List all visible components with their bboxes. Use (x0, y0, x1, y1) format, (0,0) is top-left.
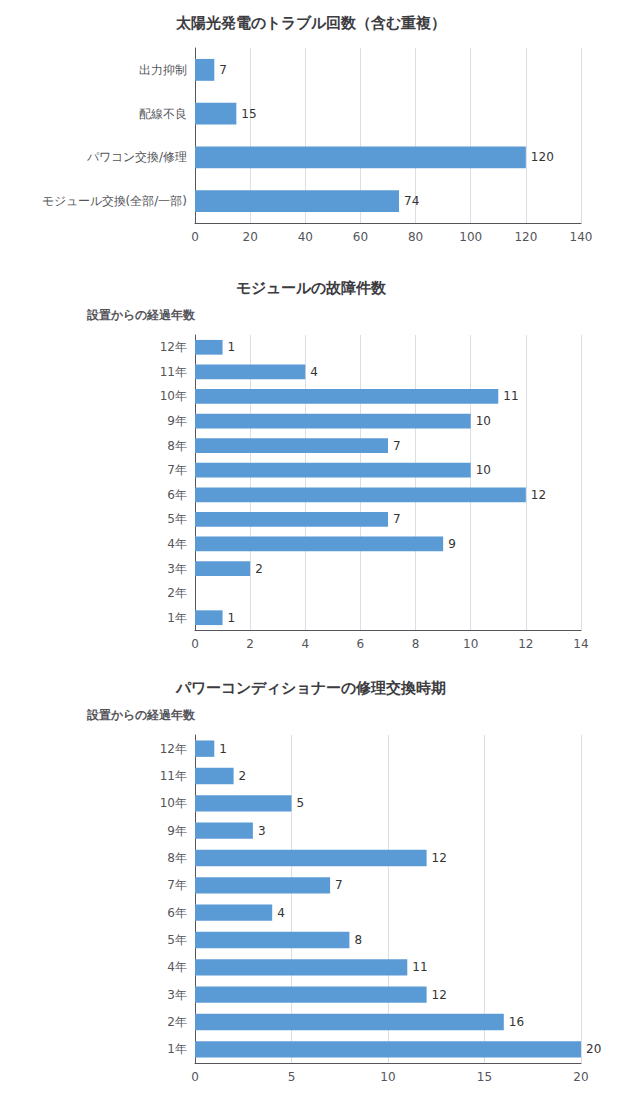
svg-text:0: 0 (191, 1070, 199, 1084)
svg-text:11年: 11年 (160, 365, 187, 379)
svg-text:12年: 12年 (160, 340, 187, 354)
svg-text:11: 11 (412, 960, 427, 974)
svg-text:15: 15 (241, 107, 256, 121)
svg-text:9年: 9年 (167, 414, 187, 428)
svg-text:5: 5 (297, 796, 305, 810)
svg-text:モジュール交換(全部/一部): モジュール交換(全部/一部) (42, 194, 187, 208)
svg-text:12年: 12年 (160, 742, 187, 756)
svg-text:設置からの経過年数: 設置からの経過年数 (86, 308, 196, 322)
svg-text:7: 7 (219, 63, 227, 77)
svg-text:10: 10 (380, 1070, 395, 1084)
svg-text:15: 15 (477, 1070, 492, 1084)
svg-text:120: 120 (514, 230, 537, 244)
svg-text:0: 0 (191, 637, 199, 651)
svg-text:8: 8 (354, 933, 362, 947)
svg-text:6年: 6年 (167, 906, 187, 920)
svg-text:12: 12 (432, 851, 447, 865)
svg-text:5年: 5年 (167, 933, 187, 947)
svg-text:パワーコンディショナーの修理交換時期: パワーコンディショナーの修理交換時期 (175, 679, 446, 697)
svg-text:140: 140 (570, 230, 593, 244)
svg-text:74: 74 (404, 194, 419, 208)
svg-text:7: 7 (393, 512, 401, 526)
svg-text:12: 12 (531, 488, 546, 502)
svg-text:2: 2 (239, 769, 247, 783)
svg-text:60: 60 (353, 230, 368, 244)
svg-text:3年: 3年 (167, 562, 187, 576)
svg-text:1: 1 (228, 611, 236, 625)
svg-text:7: 7 (335, 878, 343, 892)
svg-text:1: 1 (219, 742, 227, 756)
svg-text:10年: 10年 (160, 796, 187, 810)
svg-text:12: 12 (518, 637, 533, 651)
svg-text:8: 8 (412, 637, 420, 651)
svg-text:20: 20 (243, 230, 258, 244)
svg-text:2: 2 (246, 637, 254, 651)
svg-text:7年: 7年 (167, 878, 187, 892)
svg-text:9: 9 (448, 537, 456, 551)
svg-text:6年: 6年 (167, 488, 187, 502)
svg-text:7年: 7年 (167, 463, 187, 477)
svg-text:2年: 2年 (167, 1015, 187, 1029)
svg-text:太陽光発電のトラブル回数（含む重複）: 太陽光発電のトラブル回数（含む重複） (175, 14, 446, 32)
svg-text:出力抑制: 出力抑制 (139, 63, 187, 77)
svg-text:10: 10 (463, 637, 478, 651)
svg-text:3: 3 (258, 824, 266, 838)
svg-text:20: 20 (586, 1042, 601, 1056)
svg-text:10: 10 (476, 414, 491, 428)
svg-text:4年: 4年 (167, 960, 187, 974)
svg-text:0: 0 (191, 230, 199, 244)
svg-text:20: 20 (573, 1070, 588, 1084)
svg-text:16: 16 (509, 1015, 524, 1029)
svg-text:40: 40 (298, 230, 313, 244)
svg-text:1: 1 (228, 340, 236, 354)
svg-text:配線不良: 配線不良 (139, 107, 187, 121)
svg-text:4: 4 (277, 906, 285, 920)
svg-text:80: 80 (408, 230, 423, 244)
svg-text:10: 10 (476, 463, 491, 477)
svg-text:4: 4 (310, 365, 318, 379)
svg-text:8年: 8年 (167, 851, 187, 865)
svg-text:11年: 11年 (160, 769, 187, 783)
svg-text:1年: 1年 (167, 611, 187, 625)
svg-text:14: 14 (573, 637, 588, 651)
svg-text:12: 12 (432, 988, 447, 1002)
svg-text:100: 100 (459, 230, 482, 244)
svg-text:設置からの経過年数: 設置からの経過年数 (86, 708, 196, 722)
svg-text:4年: 4年 (167, 537, 187, 551)
svg-text:3年: 3年 (167, 988, 187, 1002)
svg-text:モジュールの故障件数: モジュールの故障件数 (236, 279, 387, 297)
svg-text:5年: 5年 (167, 512, 187, 526)
svg-text:2年: 2年 (167, 586, 187, 600)
svg-text:1年: 1年 (167, 1042, 187, 1056)
svg-text:10年: 10年 (160, 389, 187, 403)
svg-text:7: 7 (393, 439, 401, 453)
svg-text:2: 2 (255, 562, 263, 576)
svg-text:11: 11 (503, 389, 518, 403)
svg-text:パワコン交換/修理: パワコン交換/修理 (86, 150, 187, 164)
svg-text:120: 120 (531, 150, 554, 164)
svg-text:6: 6 (357, 637, 365, 651)
svg-text:8年: 8年 (167, 439, 187, 453)
svg-text:4: 4 (301, 637, 309, 651)
svg-text:5: 5 (288, 1070, 296, 1084)
svg-text:9年: 9年 (167, 824, 187, 838)
